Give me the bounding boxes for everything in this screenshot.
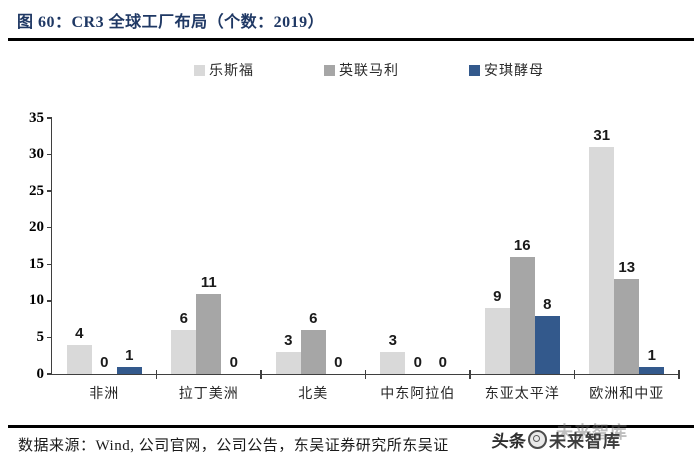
figure-title: 图 60：CR3 全球工厂布局（个数：2019）	[17, 14, 325, 31]
y-axis-tick-mark	[47, 263, 52, 266]
bar-英联马利	[509, 256, 535, 374]
x-axis-tick-mark	[678, 370, 680, 379]
watermark-logo-icon	[528, 429, 547, 449]
top-divider-line	[8, 38, 694, 41]
bar-value-label: 0	[229, 354, 238, 371]
y-axis-tick-mark	[47, 373, 52, 375]
watermark-prefix-text: 头条	[490, 431, 527, 451]
y-axis-tick-mark	[47, 117, 52, 119]
bar-value-label: 0	[438, 354, 447, 371]
bar-value-label: 11	[200, 273, 217, 291]
y-axis-tick-label: 15	[29, 255, 44, 272]
category-cell: 非洲 4 0 1	[52, 118, 157, 402]
bar-value-label: 9	[493, 288, 502, 306]
category-cell: 拉丁美洲 6 11 0	[157, 118, 262, 402]
watermark-suffix-text: 未来智库	[549, 431, 621, 451]
bar-乐斯福	[380, 352, 406, 374]
legend-item-lesaffre: 乐斯福	[194, 60, 254, 80]
legend-label-abmauri: 英联马利	[339, 64, 399, 79]
x-axis-tick-mark	[573, 370, 576, 379]
x-axis-tick-mark	[364, 370, 367, 379]
bar-value-label: 3	[284, 332, 293, 350]
legend-swatch-angel	[469, 64, 480, 76]
y-axis-tick-mark	[47, 300, 52, 302]
bar-乐斯福	[275, 352, 301, 374]
legend-swatch-abmauri	[324, 64, 335, 76]
y-axis-tick-label: 35	[29, 109, 44, 126]
category-cell: 中东阿拉伯 3 0 0	[366, 118, 471, 402]
bar-value-label: 0	[100, 354, 109, 371]
bar-安琪酵母	[116, 366, 142, 374]
legend-swatch-lesaffre	[194, 64, 205, 76]
category-cell: 东亚太平洋 9 16 8	[470, 118, 575, 402]
category-cell: 北美 3 6 0	[261, 118, 366, 402]
bar-value-label: 16	[513, 236, 531, 254]
bar-乐斯福	[171, 330, 197, 374]
chart-legend: 乐斯福 英联马利 安琪酵母	[0, 60, 700, 80]
y-axis-tick-label: 0	[36, 365, 45, 382]
bar-value-label: 1	[647, 346, 656, 364]
watermark: 头条 未来智库	[490, 421, 621, 457]
y-axis-tick-label: 25	[29, 182, 44, 199]
bar-value-label: 0	[413, 354, 422, 371]
data-source-text: 数据来源：Wind, 公司官网，公司公告，东吴证券研究所东吴证	[18, 438, 449, 454]
bar-value-label: 8	[543, 295, 552, 313]
y-axis-tick-label: 5	[36, 328, 45, 345]
bar-value-label: 13	[618, 258, 636, 276]
legend-label-lesaffre: 乐斯福	[209, 64, 254, 79]
bar-value-label: 4	[75, 324, 84, 342]
bar-value-label: 3	[388, 332, 397, 350]
x-axis-category-label: 拉丁美洲	[178, 387, 239, 402]
bar-value-label: 31	[593, 127, 611, 145]
bar-value-label: 6	[179, 310, 188, 328]
x-axis-category-label: 北美	[298, 387, 329, 402]
y-axis-tick-mark	[47, 190, 52, 192]
y-axis-tick-mark	[47, 336, 52, 339]
x-axis-tick-mark	[469, 370, 471, 379]
bar-乐斯福	[484, 308, 510, 374]
x-axis-category-label: 非洲	[89, 387, 120, 402]
x-axis-category-label: 东亚太平洋	[484, 387, 560, 402]
bar-value-label: 6	[309, 310, 318, 328]
bar-value-label: 0	[334, 354, 343, 371]
y-axis-tick-mark	[47, 153, 52, 156]
x-axis-category-label: 欧洲和中亚	[589, 387, 665, 402]
bar-英联马利	[196, 293, 222, 374]
bar-安琪酵母	[639, 366, 665, 374]
x-axis-tick-mark	[260, 370, 262, 379]
x-axis-tick-mark	[155, 370, 158, 379]
bar-英联马利	[300, 330, 326, 374]
y-axis-tick-label: 10	[29, 292, 44, 309]
y-axis-tick-label: 30	[29, 146, 44, 163]
bar-安琪酵母	[534, 315, 560, 374]
bar-乐斯福	[66, 344, 92, 374]
legend-label-angel: 安琪酵母	[484, 64, 544, 79]
y-axis-tick-label: 20	[29, 219, 44, 236]
bar-英联马利	[614, 278, 640, 374]
bottom-divider-line	[8, 425, 694, 428]
bar-乐斯福	[589, 147, 615, 374]
bar-value-label: 1	[125, 346, 134, 364]
legend-item-angel: 安琪酵母	[469, 60, 544, 80]
y-axis-tick-mark	[47, 226, 52, 229]
category-cell: 欧洲和中亚 31 13 1	[575, 118, 680, 402]
legend-item-abmauri: 英联马利	[324, 60, 399, 80]
x-axis-category-label: 中东阿拉伯	[380, 387, 456, 402]
bar-chart-plot-area: 0 5 10 15 20 25 30 35 非洲 4 0 1 拉丁美洲 6 11 0 北美 3 6 0 中东阿拉伯 3 0 0…	[29, 110, 680, 402]
